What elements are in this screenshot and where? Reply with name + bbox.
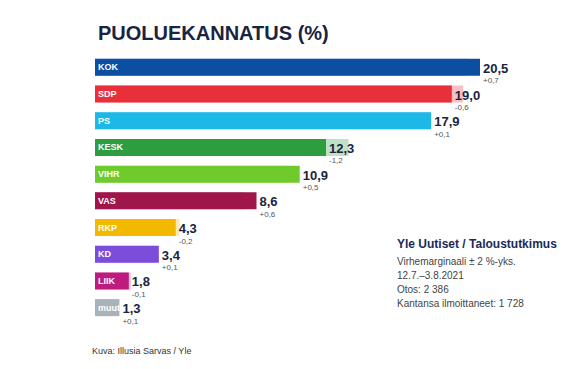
svg-text:+0,5: +0,5 bbox=[303, 183, 319, 192]
svg-text:KESK: KESK bbox=[98, 142, 124, 152]
svg-text:SDP: SDP bbox=[98, 89, 117, 99]
svg-text:Kantansa ilmoittaneet: 1 728: Kantansa ilmoittaneet: 1 728 bbox=[397, 298, 524, 309]
svg-text:Kuva: Illusia Sarvas / Yle: Kuva: Illusia Sarvas / Yle bbox=[92, 346, 191, 356]
svg-text:1,3: 1,3 bbox=[122, 301, 140, 316]
svg-text:10,9: 10,9 bbox=[303, 168, 328, 183]
svg-text:PS: PS bbox=[98, 116, 110, 126]
svg-text:-0,1: -0,1 bbox=[132, 290, 146, 299]
svg-text:+0,1: +0,1 bbox=[434, 130, 450, 139]
svg-text:12,3: 12,3 bbox=[329, 141, 354, 156]
svg-text:-0,6: -0,6 bbox=[455, 103, 469, 112]
svg-text:17,9: 17,9 bbox=[434, 114, 459, 129]
svg-text:RKP: RKP bbox=[98, 223, 117, 233]
svg-text:Otos: 2 386: Otos: 2 386 bbox=[397, 284, 449, 295]
svg-text:+0,7: +0,7 bbox=[483, 76, 499, 85]
svg-text:-0,2: -0,2 bbox=[179, 237, 193, 246]
svg-text:VIHR: VIHR bbox=[98, 169, 120, 179]
svg-text:VAS: VAS bbox=[98, 196, 116, 206]
svg-text:KD: KD bbox=[98, 249, 111, 259]
svg-text:KOK: KOK bbox=[98, 62, 119, 72]
svg-text:PUOLUEKANNATUS (%): PUOLUEKANNATUS (%) bbox=[98, 22, 329, 44]
svg-text:19,0: 19,0 bbox=[455, 88, 480, 103]
svg-text:20,5: 20,5 bbox=[483, 61, 508, 76]
svg-text:-1,2: -1,2 bbox=[329, 156, 343, 165]
svg-text:8,6: 8,6 bbox=[260, 194, 278, 209]
svg-text:+0,6: +0,6 bbox=[260, 210, 276, 219]
svg-text:+0,1: +0,1 bbox=[122, 317, 138, 326]
svg-text:1,8: 1,8 bbox=[132, 274, 150, 289]
svg-text:12.7.–3.8.2021: 12.7.–3.8.2021 bbox=[397, 270, 464, 281]
svg-text:muut: muut bbox=[98, 303, 120, 313]
svg-text:LIIK: LIIK bbox=[98, 276, 115, 286]
svg-text:4,3: 4,3 bbox=[179, 221, 197, 236]
svg-text:Yle Uutiset / Taloustutkimus: Yle Uutiset / Taloustutkimus bbox=[397, 237, 557, 251]
svg-text:Virhemarginaali ± 2 %-yks.: Virhemarginaali ± 2 %-yks. bbox=[397, 256, 516, 267]
svg-text:+0,1: +0,1 bbox=[162, 263, 178, 272]
svg-text:3,4: 3,4 bbox=[162, 248, 181, 263]
